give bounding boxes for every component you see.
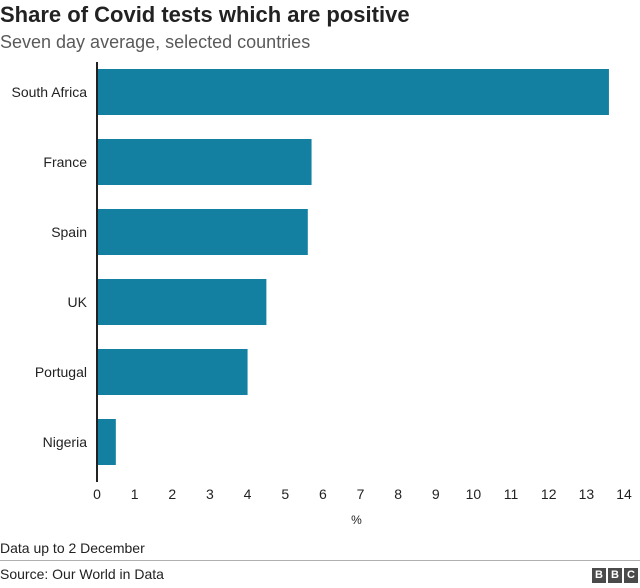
- x-tick-label: 12: [541, 486, 557, 502]
- category-label: South Africa: [12, 84, 88, 100]
- bbc-logo: B B C: [592, 568, 638, 583]
- x-tick-label: 11: [504, 486, 519, 502]
- x-tick-label: 1: [131, 486, 139, 502]
- x-tick-label: 13: [579, 486, 595, 502]
- footer-divider: [0, 560, 640, 561]
- x-tick-label: 6: [319, 486, 327, 502]
- x-tick-label: 14: [616, 486, 632, 502]
- logo-letter: B: [608, 568, 622, 583]
- chart-title: Share of Covid tests which are positive: [0, 2, 410, 27]
- bar: [97, 139, 312, 185]
- bar: [97, 209, 308, 255]
- logo-letter: C: [624, 568, 638, 583]
- category-label: Portugal: [35, 364, 87, 380]
- chart-subtitle: Seven day average, selected countries: [0, 32, 311, 52]
- bar: [97, 349, 248, 395]
- bar-chart: South Africa France Spain UK Portugal Nigeria…: [12, 62, 632, 526]
- x-tick-label: 7: [357, 486, 365, 502]
- x-tick-label: 4: [244, 486, 252, 502]
- source-text: Source: Our World in Data: [0, 566, 164, 582]
- category-label: Nigeria: [43, 434, 88, 450]
- category-label: Spain: [51, 224, 87, 240]
- category-label: France: [43, 154, 87, 170]
- x-tick-label: 8: [394, 486, 402, 502]
- x-tick-label: 0: [93, 486, 101, 502]
- x-tick-label: 10: [466, 486, 482, 502]
- data-note: Data up to 2 December: [0, 540, 145, 556]
- x-axis-label: %: [351, 513, 362, 526]
- x-tick-label: 2: [168, 486, 176, 502]
- category-label: UK: [68, 294, 88, 310]
- x-tick-label: 5: [281, 486, 289, 502]
- x-tick-label: 9: [432, 486, 440, 502]
- bar: [97, 279, 267, 325]
- logo-letter: B: [592, 568, 606, 583]
- bar: [97, 69, 609, 115]
- bar: [97, 419, 116, 465]
- x-tick-label: 3: [206, 486, 214, 502]
